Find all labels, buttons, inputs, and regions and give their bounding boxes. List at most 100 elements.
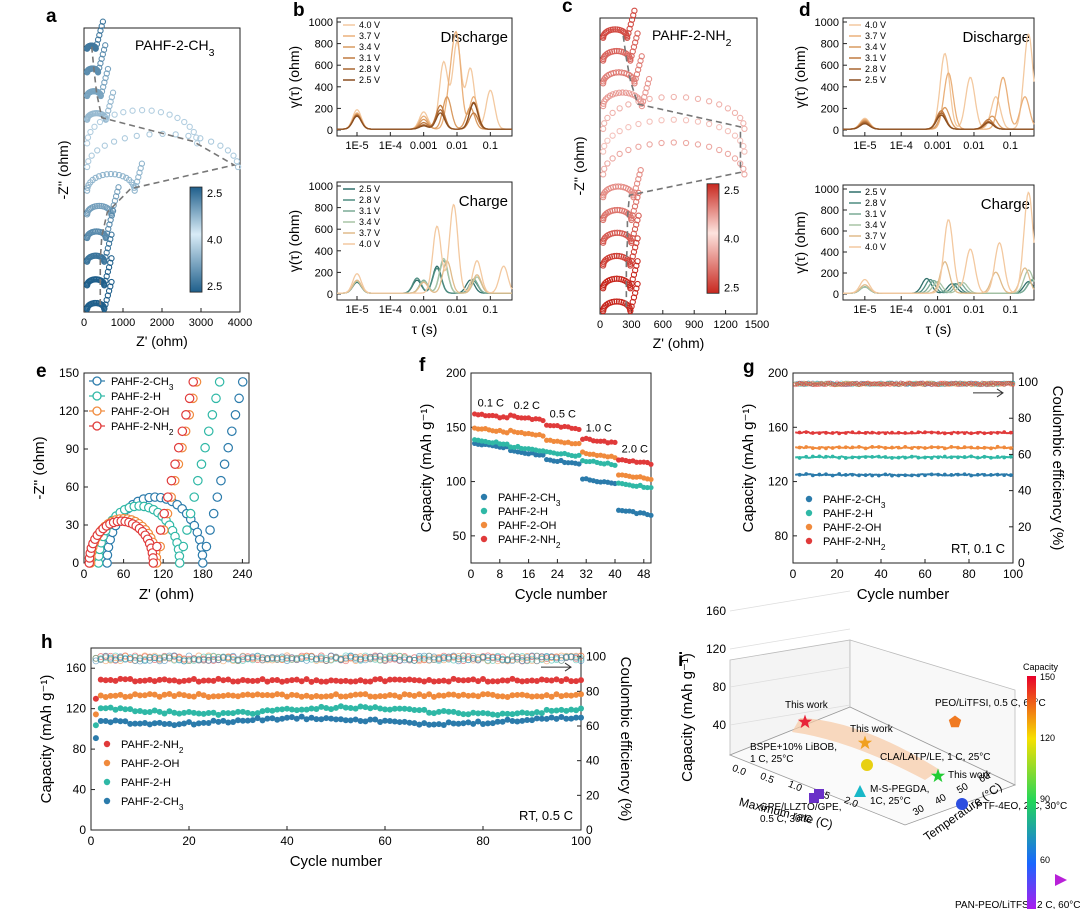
data-point xyxy=(553,715,560,722)
data-point xyxy=(210,677,217,684)
efficiency-point xyxy=(845,382,851,387)
x-tick-label: 0 xyxy=(790,567,797,581)
data-point xyxy=(137,720,143,727)
grid-line xyxy=(729,704,851,726)
data-point xyxy=(102,718,109,725)
z-tick-label: 30 xyxy=(911,803,927,818)
data-point xyxy=(313,677,320,684)
data-point xyxy=(543,677,550,684)
panel-label-h: h xyxy=(41,632,53,653)
impedance-curve xyxy=(599,139,748,178)
efficiency-point xyxy=(161,657,168,665)
x-tick-label: 1500 xyxy=(745,319,769,331)
data-point xyxy=(205,525,215,535)
panel-label-b-top: b xyxy=(293,0,305,21)
data-point xyxy=(391,676,398,683)
impedance-curve xyxy=(599,30,641,64)
data-point xyxy=(630,474,636,480)
y-tick-label: 0 xyxy=(833,125,839,137)
legend-entry: 3.7 V xyxy=(865,231,886,241)
impedance-point xyxy=(609,26,617,33)
data-point xyxy=(215,718,222,725)
efficiency-point xyxy=(254,652,262,660)
data-point xyxy=(475,426,481,432)
y-tick-label: 100 xyxy=(446,475,466,489)
data-point xyxy=(328,706,335,713)
efficiency-point xyxy=(984,382,989,387)
y-tick-label: 120 xyxy=(66,702,86,716)
efficiency-point xyxy=(381,654,389,661)
efficiency-point xyxy=(263,655,271,663)
legend-entry: 3.4 V xyxy=(359,42,380,52)
grid-line xyxy=(729,628,851,650)
series-PAHF-2-CH3 xyxy=(102,377,248,568)
data-point xyxy=(372,704,379,711)
panel-d-bottom: Charge 0 200 400 600 800 1000 γ(τ) (ohm) 1E-5 1E-… xyxy=(792,184,1035,337)
panel-title-a: PAHF-2-CH3 xyxy=(135,37,215,59)
impedance-point xyxy=(185,132,192,140)
data-point xyxy=(107,719,114,726)
data-point xyxy=(367,678,374,685)
impedance-curve xyxy=(83,65,112,100)
data-point xyxy=(522,446,528,452)
efficiency-point xyxy=(993,381,998,386)
data-point xyxy=(519,678,526,685)
efficiency-point xyxy=(848,382,853,387)
data-point xyxy=(377,705,384,712)
y-tick-label: 600 xyxy=(821,226,839,238)
efficiency-point xyxy=(562,654,570,661)
rate-label: 0.1 C xyxy=(478,398,504,410)
literature-triangle-marker xyxy=(854,785,866,797)
efficiency-point xyxy=(249,653,257,661)
impedance-point xyxy=(612,26,619,33)
impedance-point xyxy=(129,107,136,114)
efficiency-point xyxy=(931,382,936,387)
data-point xyxy=(563,715,570,722)
data-point xyxy=(382,678,388,685)
data-point xyxy=(308,714,315,721)
data-point xyxy=(293,715,300,722)
x-axis-label: Z' (ohm) xyxy=(136,333,188,349)
series-PAHF-2-NH2 xyxy=(472,411,654,467)
data-point xyxy=(524,678,531,685)
y2-tick-label: 40 xyxy=(1018,484,1032,498)
data-point xyxy=(107,704,114,711)
legend-entry: 2.8 V xyxy=(865,198,886,208)
efficiency-point xyxy=(907,380,912,386)
x-tick-label: 2000 xyxy=(150,317,174,329)
y2-axis-label: Coulombic efficiency (%) xyxy=(617,657,634,822)
data-point xyxy=(421,678,428,685)
efficiency-point xyxy=(474,656,482,664)
data-point xyxy=(249,692,256,699)
y-tick-label: 0 xyxy=(79,823,86,837)
efficiency-point xyxy=(572,656,580,664)
efficiency-point xyxy=(834,380,840,386)
series-PAHF-2-OH xyxy=(472,425,654,483)
y2-tick-label: 80 xyxy=(586,684,600,698)
data-point xyxy=(435,678,442,685)
y-axis-label: γ(τ) (ohm) xyxy=(792,211,808,273)
data-point xyxy=(342,717,349,724)
efficiency-point xyxy=(200,653,208,661)
impedance-point xyxy=(148,107,155,114)
efficiency-point xyxy=(538,653,546,661)
impedance-point xyxy=(731,109,739,117)
legend-marker xyxy=(480,521,488,529)
legend-entry: PAHF-2-CH3 xyxy=(823,494,886,510)
data-point xyxy=(194,534,205,545)
data-point xyxy=(484,678,491,685)
rate-label: 0.5 C xyxy=(550,409,576,421)
data-point xyxy=(372,693,379,700)
data-point xyxy=(112,677,119,684)
point-label: This work xyxy=(948,770,992,781)
data-point xyxy=(237,377,248,387)
data-point xyxy=(225,719,232,726)
data-point xyxy=(416,707,423,714)
data-point xyxy=(499,677,506,684)
legend-marker xyxy=(480,535,488,543)
x-tick-label: 40 xyxy=(280,834,294,848)
y2-tick-label: 0 xyxy=(1018,556,1025,570)
data-point xyxy=(97,692,104,699)
data-point xyxy=(220,710,227,717)
legend-entry: PAHF-2-CH3 xyxy=(498,492,561,508)
